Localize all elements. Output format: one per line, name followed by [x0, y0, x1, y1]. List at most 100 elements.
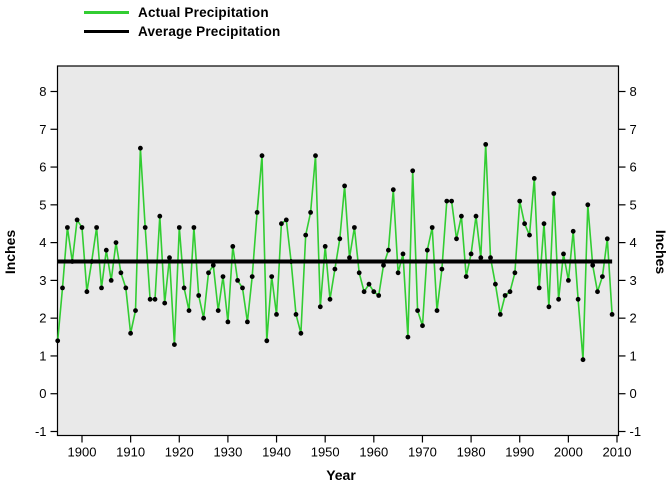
data-point-marker: [459, 213, 464, 219]
data-point-marker: [600, 274, 605, 279]
data-point-marker: [463, 274, 469, 279]
data-point-marker: [293, 312, 299, 317]
data-point-marker: [201, 315, 207, 321]
data-point-marker: [313, 153, 318, 159]
data-point-marker: [531, 176, 537, 181]
data-point-marker: [317, 304, 323, 310]
data-point-marker: [283, 217, 289, 223]
data-point-marker: [327, 296, 333, 302]
data-point-marker: [590, 262, 596, 268]
y-tick-label-right: 2: [630, 311, 637, 326]
data-point-marker: [128, 330, 134, 336]
data-point-marker: [434, 308, 440, 313]
data-point-marker: [249, 274, 255, 279]
y-tick-label-left: 7: [39, 122, 46, 137]
data-point-marker: [415, 308, 420, 313]
plot-layer: -1 -1 0 0 1 1 2 2 3 3 4 4 5 5 6 6 7 7 8 8 1900 1910 1920 1930 19…: [35, 65, 642, 460]
y-tick-label-right: 6: [630, 160, 637, 175]
data-point-marker: [454, 236, 459, 242]
data-point-marker: [196, 293, 202, 298]
data-point-marker: [570, 228, 576, 234]
x-tick-label: 1920: [165, 445, 194, 460]
data-point-marker: [424, 247, 430, 253]
data-point-marker: [400, 251, 406, 257]
data-point-marker: [366, 281, 372, 287]
y-tick-label-left: 2: [39, 311, 46, 326]
data-point-marker: [259, 153, 265, 159]
data-point-marker: [478, 255, 484, 261]
legend-item-actual: Actual Precipitation: [84, 3, 281, 22]
data-point-marker: [575, 296, 581, 302]
data-point-marker: [240, 285, 245, 291]
legend-label-actual: Actual Precipitation: [138, 5, 269, 20]
data-point-marker: [60, 285, 65, 291]
data-point-marker: [347, 255, 352, 261]
y-tick-label-right: 8: [630, 84, 637, 99]
data-point-marker: [215, 308, 221, 313]
x-tick-label: 1990: [505, 445, 534, 460]
y-axis-label-right: Inches: [653, 230, 669, 275]
y-tick-label-right: -1: [630, 424, 642, 439]
data-point-marker: [172, 342, 177, 347]
y-tick-label-right: 5: [630, 197, 637, 212]
y-tick-label-right: 1: [630, 348, 637, 363]
data-point-marker: [609, 312, 615, 317]
data-point-marker: [94, 225, 99, 230]
data-point-marker: [245, 319, 250, 325]
data-point-marker: [152, 296, 158, 302]
x-tick-label: 2010: [603, 445, 632, 460]
data-point-marker: [551, 191, 557, 196]
data-point-marker: [210, 262, 216, 268]
y-tick-label-left: 6: [39, 160, 46, 175]
data-point-marker: [274, 312, 279, 317]
data-point-marker: [556, 296, 561, 302]
data-point-marker: [113, 240, 119, 246]
y-axis-label-left: Inches: [2, 230, 18, 275]
data-point-marker: [147, 296, 153, 302]
data-point-marker: [488, 255, 493, 261]
data-point-marker: [79, 225, 85, 230]
data-point-marker: [303, 232, 309, 238]
data-point-marker: [361, 289, 367, 295]
actual-line-swatch-icon: [84, 11, 129, 14]
data-point-marker: [123, 285, 129, 291]
data-point-marker: [468, 251, 474, 257]
data-point-marker: [512, 270, 518, 276]
chart-legend: Actual Precipitation Average Precipitati…: [84, 3, 281, 41]
data-point-marker: [429, 225, 435, 230]
data-point-marker: [356, 270, 362, 276]
data-point-marker: [517, 198, 523, 204]
data-point-marker: [386, 247, 391, 253]
data-point-marker: [507, 289, 513, 295]
data-point-marker: [269, 274, 275, 279]
data-point-marker: [390, 187, 396, 193]
data-point-marker: [254, 210, 260, 215]
data-point-marker: [561, 251, 566, 257]
data-point-marker: [376, 293, 382, 298]
data-point-marker: [206, 270, 211, 276]
data-point-marker: [176, 225, 182, 230]
data-point-marker: [604, 236, 610, 242]
data-point-marker: [181, 285, 187, 291]
x-axis-label: Year: [326, 467, 356, 483]
data-point-marker: [439, 266, 445, 272]
data-point-marker: [585, 202, 591, 208]
data-point-marker: [566, 278, 571, 283]
data-point-marker: [497, 312, 503, 317]
data-point-marker: [65, 225, 70, 230]
x-tick-label: 1940: [262, 445, 291, 460]
data-point-marker: [342, 183, 347, 189]
data-point-marker: [381, 262, 386, 268]
data-point-marker: [142, 225, 148, 230]
y-tick-label-left: 1: [39, 348, 46, 363]
y-tick-label-left: 8: [39, 84, 46, 99]
data-point-marker: [522, 221, 527, 227]
data-point-marker: [69, 259, 75, 264]
data-point-marker: [103, 247, 109, 253]
data-point-marker: [186, 308, 192, 313]
data-point-marker: [580, 357, 586, 363]
y-tick-label-left: 0: [39, 386, 46, 401]
data-point-marker: [473, 213, 479, 219]
data-point-marker: [118, 270, 124, 276]
